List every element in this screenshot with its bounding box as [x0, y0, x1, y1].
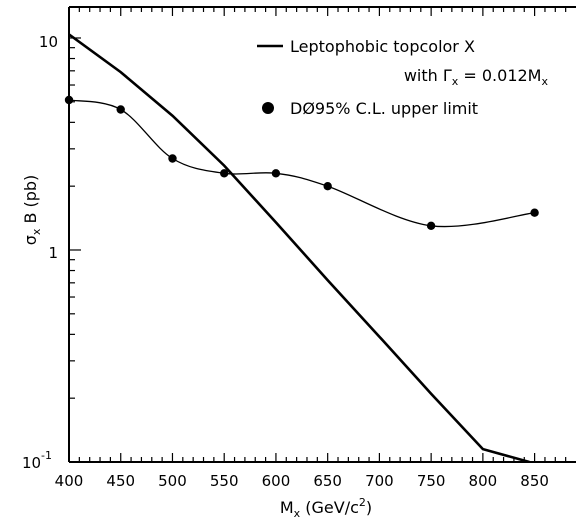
- x-axis-title-sub: x: [294, 507, 301, 520]
- x-tick-label-750: 750: [417, 472, 446, 490]
- x-axis-title-close: ): [366, 498, 372, 517]
- x-tick-label-650: 650: [313, 472, 342, 490]
- series-curve-d0-upper-limit: [69, 99, 535, 228]
- legend-line-label-2-sub2: x: [541, 75, 548, 88]
- series-layer: [64, 33, 539, 462]
- data-point-d0-upper-limit-750: [426, 221, 436, 230]
- data-point-d0-upper-limit-650: [323, 182, 332, 191]
- y-axis-title-sub: x: [30, 228, 43, 235]
- data-point-d0-upper-limit-600: [271, 169, 281, 178]
- x-axis-title-sup: 2: [359, 496, 366, 509]
- plot-axes: [68, 6, 576, 463]
- x-tick-label-600: 600: [262, 472, 291, 490]
- legend-line-label: Leptophobic topcolor X: [290, 37, 475, 56]
- y-tick-label-0-1-base: 10: [22, 454, 41, 472]
- data-point-d0-upper-limit-850: [530, 208, 539, 217]
- legend-line-label-2-mid: = 0.012M: [458, 66, 541, 85]
- series-line-leptophobic-topcolor: [69, 33, 530, 462]
- x-tick-label-850: 850: [520, 472, 549, 490]
- legend-line-label-2: with Γx = 0.012Mx: [404, 66, 549, 88]
- y-tick-label-0-1-exp: -1: [41, 449, 52, 462]
- x-tick-label-450: 450: [106, 472, 135, 490]
- y-tick-label-1: 1: [48, 244, 58, 262]
- x-axis-title-units: (GeV/c: [300, 498, 359, 517]
- data-point-d0-upper-limit-500: [168, 154, 177, 163]
- x-tick-label-700: 700: [365, 472, 394, 490]
- x-tick-label-500: 500: [158, 472, 187, 490]
- x-tick-label-800: 800: [469, 472, 498, 490]
- x-tick-label-550: 550: [210, 472, 239, 490]
- legend-marker-label: DØ95% C.L. upper limit: [290, 99, 478, 118]
- x-axis-title: Mx (GeV/c2): [280, 496, 372, 520]
- legend: Leptophobic topcolor X with Γx = 0.012Mx…: [257, 37, 548, 118]
- y-tick-label-0-1: 10-1: [22, 449, 52, 472]
- legend-line-label-2-pre: with Γ: [404, 66, 452, 85]
- legend-line-label-2-sub: x: [452, 75, 459, 88]
- data-point-d0-upper-limit-450: [116, 105, 125, 114]
- y-tick-label-10: 10: [39, 33, 58, 51]
- x-axis-title-main: M: [280, 498, 294, 517]
- data-point-d0-upper-limit-550: [220, 169, 229, 178]
- y-axis-title-sigma: σ: [21, 235, 40, 245]
- legend-marker-swatch: [262, 102, 274, 114]
- y-axis-title-rest: B (pb): [21, 175, 40, 229]
- x-tick-label-400: 400: [55, 472, 84, 490]
- x-tick-labels: 400 450 500 550 600 650 700 750 800 850: [55, 472, 549, 490]
- data-point-d0-upper-limit-400: [64, 95, 74, 105]
- y-tick-labels: 10 1 10-1: [22, 33, 58, 472]
- y-axis-title: σx B (pb): [21, 175, 43, 246]
